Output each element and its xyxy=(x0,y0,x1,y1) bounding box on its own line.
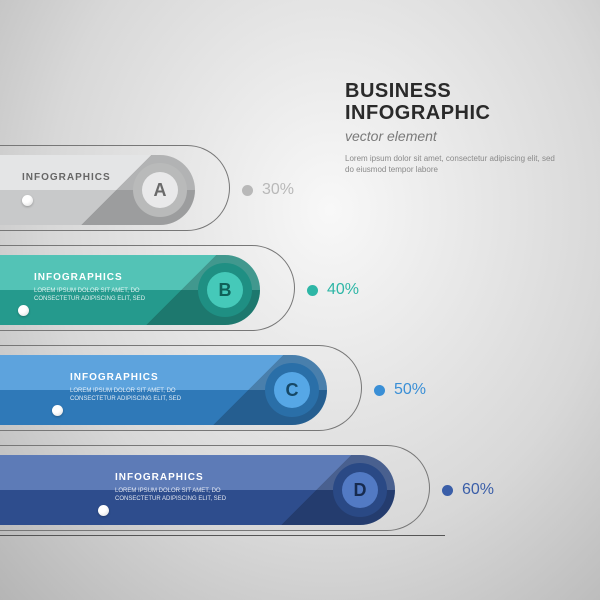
header-lorem: Lorem ipsum dolor sit amet, consectetur … xyxy=(345,154,560,176)
header-title-1: BUSINESS xyxy=(345,80,560,102)
percent-dot-icon xyxy=(442,485,453,496)
letter-circle-c: C xyxy=(265,363,319,417)
bar-title: INFOGRAPHICS xyxy=(34,272,123,283)
percent-dot-icon xyxy=(307,285,318,296)
bar-title: INFOGRAPHICS xyxy=(22,172,111,183)
percent-label: 60% xyxy=(462,481,494,499)
letter-circle-a: A xyxy=(133,163,187,217)
bar-b: INFOGRAPHICS LOREM IPSUM DOLOR SIT AMET, … xyxy=(0,255,260,325)
percent-dot-icon xyxy=(242,185,253,196)
letter-label: B xyxy=(207,272,243,308)
percent-label: 50% xyxy=(394,381,426,399)
bar-title: INFOGRAPHICS xyxy=(70,372,159,383)
header-title-2: INFOGRAPHIC xyxy=(345,102,560,124)
bar-a: INFOGRAPHICS A xyxy=(0,155,195,225)
header-subtitle: vector element xyxy=(345,128,560,144)
bullet-icon xyxy=(22,195,33,206)
percent-label: 30% xyxy=(262,181,294,199)
bullet-icon xyxy=(18,305,29,316)
bullet-icon xyxy=(98,505,109,516)
bar-d: INFOGRAPHICS LOREM IPSUM DOLOR SIT AMET, … xyxy=(0,455,395,525)
bar-c: INFOGRAPHICS LOREM IPSUM DOLOR SIT AMET, … xyxy=(0,355,327,425)
letter-circle-d: D xyxy=(333,463,387,517)
baseline xyxy=(0,535,445,536)
bar-desc: LOREM IPSUM DOLOR SIT AMET, DO CONSECTET… xyxy=(70,387,220,403)
letter-label: C xyxy=(274,372,310,408)
header-block: BUSINESS INFOGRAPHIC vector element Lore… xyxy=(345,80,560,176)
letter-label: D xyxy=(342,472,378,508)
percent-label: 40% xyxy=(327,281,359,299)
bar-desc: LOREM IPSUM DOLOR SIT AMET, DO CONSECTET… xyxy=(34,287,184,303)
percent-dot-icon xyxy=(374,385,385,396)
bullet-icon xyxy=(52,405,63,416)
letter-circle-b: B xyxy=(198,263,252,317)
letter-label: A xyxy=(142,172,178,208)
bar-desc: LOREM IPSUM DOLOR SIT AMET, DO CONSECTET… xyxy=(115,487,265,503)
infographic-canvas: BUSINESS INFOGRAPHIC vector element Lore… xyxy=(0,0,600,600)
bar-title: INFOGRAPHICS xyxy=(115,472,204,483)
